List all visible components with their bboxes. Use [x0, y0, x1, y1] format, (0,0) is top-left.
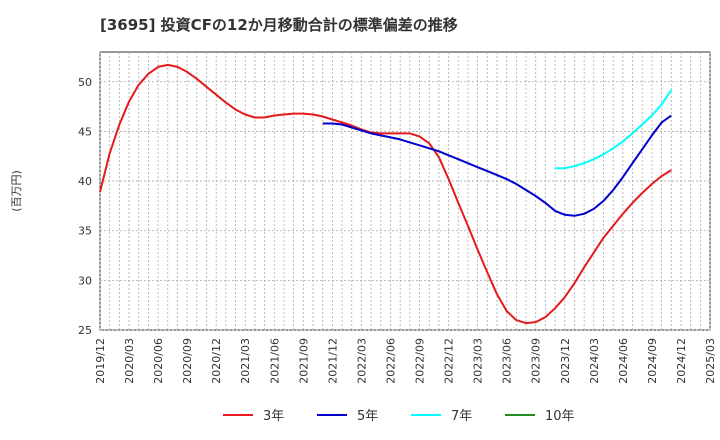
x-tick-label: 2020/12: [210, 338, 223, 384]
y-tick-label: 40: [78, 175, 92, 188]
x-tick-label: 2024/12: [675, 338, 688, 384]
x-tick-label: 2019/12: [94, 338, 107, 384]
chart-title: [3695] 投資CFの12か月移動合計の標準偏差の推移: [100, 16, 458, 34]
x-axis: 2019/12 2020/03 2020/06 2020/09 2020/12 2021/…: [94, 338, 717, 384]
x-tick-label: 2024/03: [588, 338, 601, 384]
x-tick-label: 2025/03: [704, 338, 717, 384]
legend-label-2: 5年: [357, 409, 378, 424]
x-tick-label: 2024/09: [646, 338, 659, 384]
x-tick-label: 2021/03: [239, 338, 252, 384]
x-tick-label: 2022/06: [384, 338, 397, 384]
x-tick-label: 2020/09: [181, 338, 194, 384]
series-line-1: [99, 63, 672, 325]
x-tick-label: 2023/03: [472, 338, 485, 384]
y-tick-label: 45: [78, 125, 92, 138]
series-group: [99, 63, 673, 325]
plot-area: [99, 51, 711, 331]
y-axis-label: (百万円): [10, 170, 23, 212]
legend: 3年 5年 7年 10年: [223, 409, 575, 424]
legend-label-4: 10年: [545, 409, 575, 424]
x-tick-label: 2022/09: [414, 338, 427, 384]
y-tick-label: 35: [78, 225, 92, 238]
x-tick-label: 2021/09: [297, 338, 310, 384]
y-tick-label: 25: [78, 324, 92, 337]
x-tick-label: 2023/09: [530, 338, 543, 384]
legend-label-3: 7年: [451, 409, 472, 424]
x-tick-label: 2024/06: [617, 338, 630, 384]
x-tick-label: 2023/12: [559, 338, 572, 384]
x-tick-label: 2022/12: [443, 338, 456, 384]
y-tick-label: 30: [78, 274, 92, 287]
y-axis: 25 30 35 40 45 50: [78, 76, 92, 337]
x-tick-label: 2021/12: [326, 338, 339, 384]
x-tick-label: 2020/06: [152, 338, 165, 384]
x-tick-label: 2023/06: [501, 338, 514, 384]
x-tick-label: 2022/03: [355, 338, 368, 384]
y-tick-label: 50: [78, 76, 92, 89]
x-tick-label: 2021/06: [268, 338, 281, 384]
x-tick-label: 2020/03: [123, 338, 136, 384]
series-line-3: [555, 89, 673, 170]
series-line-2: [322, 114, 672, 217]
legend-label-1: 3年: [263, 409, 284, 424]
